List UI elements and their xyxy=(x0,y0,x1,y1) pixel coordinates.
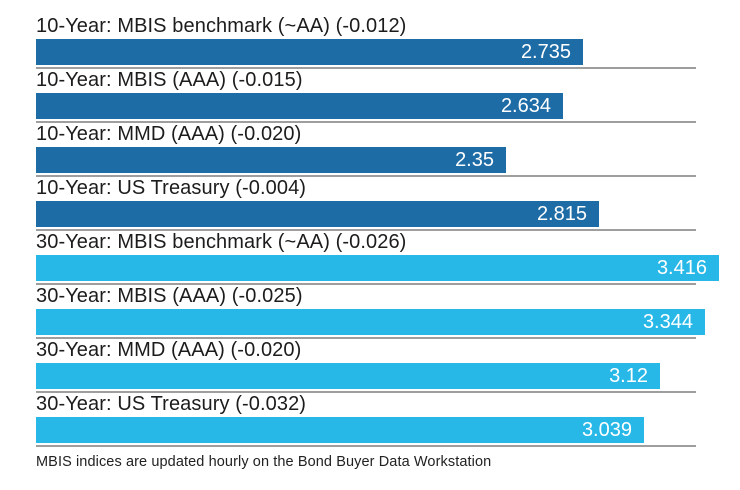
bar-value-label: 3.416 xyxy=(656,256,707,279)
bar: 2.634 xyxy=(36,93,563,119)
bar-value-label: 2.815 xyxy=(536,202,587,225)
bar: 3.416 xyxy=(36,255,719,281)
bar-baseline-track: 2.634 xyxy=(36,93,696,123)
bar-value-label: 3.344 xyxy=(642,310,693,333)
bar-row: 30-Year: MBIS benchmark (~AA) (-0.026) 3… xyxy=(36,230,740,285)
bar-baseline-track: 2.735 xyxy=(36,39,696,69)
bar: 3.12 xyxy=(36,363,660,389)
bar-value-label: 2.735 xyxy=(520,40,571,63)
bar-baseline-track: 2.35 xyxy=(36,147,696,177)
bar-value-label: 3.039 xyxy=(581,418,632,441)
bar-baseline-track: 3.344 xyxy=(36,309,705,339)
bar-category-label: 10-Year: MBIS benchmark (~AA) (-0.012) xyxy=(36,15,407,37)
bar-baseline-track: 3.039 xyxy=(36,417,696,447)
bar-category-label: 10-Year: MMD (AAA) (-0.020) xyxy=(36,123,302,145)
bar-category-label: 30-Year: MBIS (AAA) (-0.025) xyxy=(36,285,303,307)
bar-row: 10-Year: MMD (AAA) (-0.020) 2.35 xyxy=(36,122,740,177)
bar: 2.735 xyxy=(36,39,583,65)
bar-row: 30-Year: MMD (AAA) (-0.020) 3.12 xyxy=(36,338,740,393)
bar-baseline-track: 2.815 xyxy=(36,201,696,231)
bar-row: 10-Year: MBIS (AAA) (-0.015) 2.634 xyxy=(36,68,740,123)
bar-row: 10-Year: US Treasury (-0.004) 2.815 xyxy=(36,176,740,231)
bar-row: 10-Year: MBIS benchmark (~AA) (-0.012) 2… xyxy=(36,14,740,69)
bar-category-label: 30-Year: US Treasury (-0.032) xyxy=(36,393,307,415)
bar-category-label: 10-Year: MBIS (AAA) (-0.015) xyxy=(36,69,303,91)
bar-category-label: 10-Year: US Treasury (-0.004) xyxy=(36,177,307,199)
bar: 2.815 xyxy=(36,201,599,227)
bar-baseline-track: 3.416 xyxy=(36,255,719,285)
bar-value-label: 2.634 xyxy=(500,94,551,117)
bar-rows: 10-Year: MBIS benchmark (~AA) (-0.012) 2… xyxy=(36,14,740,447)
bar-category-label: 30-Year: MBIS benchmark (~AA) (-0.026) xyxy=(36,231,407,253)
bar-row: 30-Year: US Treasury (-0.032) 3.039 xyxy=(36,392,740,447)
chart-footnote: MBIS indices are updated hourly on the B… xyxy=(36,454,492,470)
bar-value-label: 2.35 xyxy=(455,148,494,171)
bar: 2.35 xyxy=(36,147,506,173)
bar-value-label: 3.12 xyxy=(609,364,648,387)
bar-row: 30-Year: MBIS (AAA) (-0.025) 3.344 xyxy=(36,284,740,339)
bar: 3.039 xyxy=(36,417,644,443)
bar: 3.344 xyxy=(36,309,705,335)
bar-category-label: 30-Year: MMD (AAA) (-0.020) xyxy=(36,339,302,361)
bar-baseline-track: 3.12 xyxy=(36,363,696,393)
